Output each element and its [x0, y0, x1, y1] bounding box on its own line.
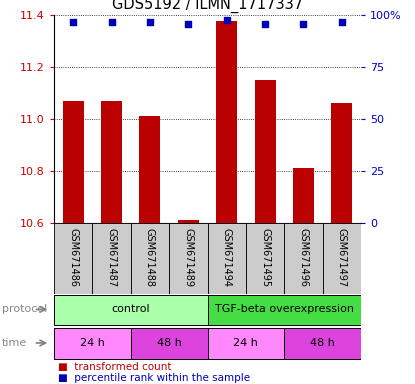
Point	[223, 17, 230, 23]
Bar	[246, 223, 284, 294]
Point	[339, 18, 345, 25]
Point	[185, 21, 192, 27]
Point	[300, 21, 307, 27]
Text: 48 h: 48 h	[310, 338, 335, 348]
Text: GSM671495: GSM671495	[260, 228, 270, 288]
Text: ■  percentile rank within the sample: ■ percentile rank within the sample	[58, 373, 250, 383]
Text: time: time	[2, 338, 27, 348]
Bar	[54, 328, 131, 359]
Text: protocol: protocol	[2, 305, 47, 314]
Text: GSM671494: GSM671494	[222, 228, 232, 287]
Bar	[169, 223, 208, 294]
Bar	[139, 116, 161, 223]
Text: 24 h: 24 h	[234, 338, 258, 348]
Bar	[208, 328, 284, 359]
Title: GDS5192 / ILMN_1717337: GDS5192 / ILMN_1717337	[112, 0, 303, 13]
Bar	[208, 223, 246, 294]
Point	[262, 21, 269, 27]
Bar	[293, 168, 314, 223]
Bar	[284, 223, 323, 294]
Point	[70, 18, 76, 25]
Bar	[63, 101, 84, 223]
Text: GSM671496: GSM671496	[298, 228, 308, 287]
Bar	[284, 328, 361, 359]
Bar	[54, 295, 208, 325]
Bar	[101, 101, 122, 223]
Text: 48 h: 48 h	[157, 338, 181, 348]
Bar	[331, 103, 352, 223]
Bar	[131, 328, 208, 359]
Point	[108, 18, 115, 25]
Text: GSM671488: GSM671488	[145, 228, 155, 287]
Text: GSM671487: GSM671487	[107, 228, 117, 288]
Text: ■  transformed count: ■ transformed count	[58, 362, 171, 372]
Text: GSM671489: GSM671489	[183, 228, 193, 287]
Text: TGF-beta overexpression: TGF-beta overexpression	[215, 305, 354, 314]
Bar	[216, 20, 237, 223]
Bar	[54, 223, 93, 294]
Text: control: control	[111, 305, 150, 314]
Bar	[131, 223, 169, 294]
Text: 24 h: 24 h	[80, 338, 105, 348]
Point	[146, 18, 153, 25]
Bar	[178, 220, 199, 223]
Bar	[208, 295, 361, 325]
Text: GSM671497: GSM671497	[337, 228, 347, 288]
Text: GSM671486: GSM671486	[68, 228, 78, 287]
Bar	[323, 223, 361, 294]
Bar	[254, 80, 276, 223]
Bar	[93, 223, 131, 294]
